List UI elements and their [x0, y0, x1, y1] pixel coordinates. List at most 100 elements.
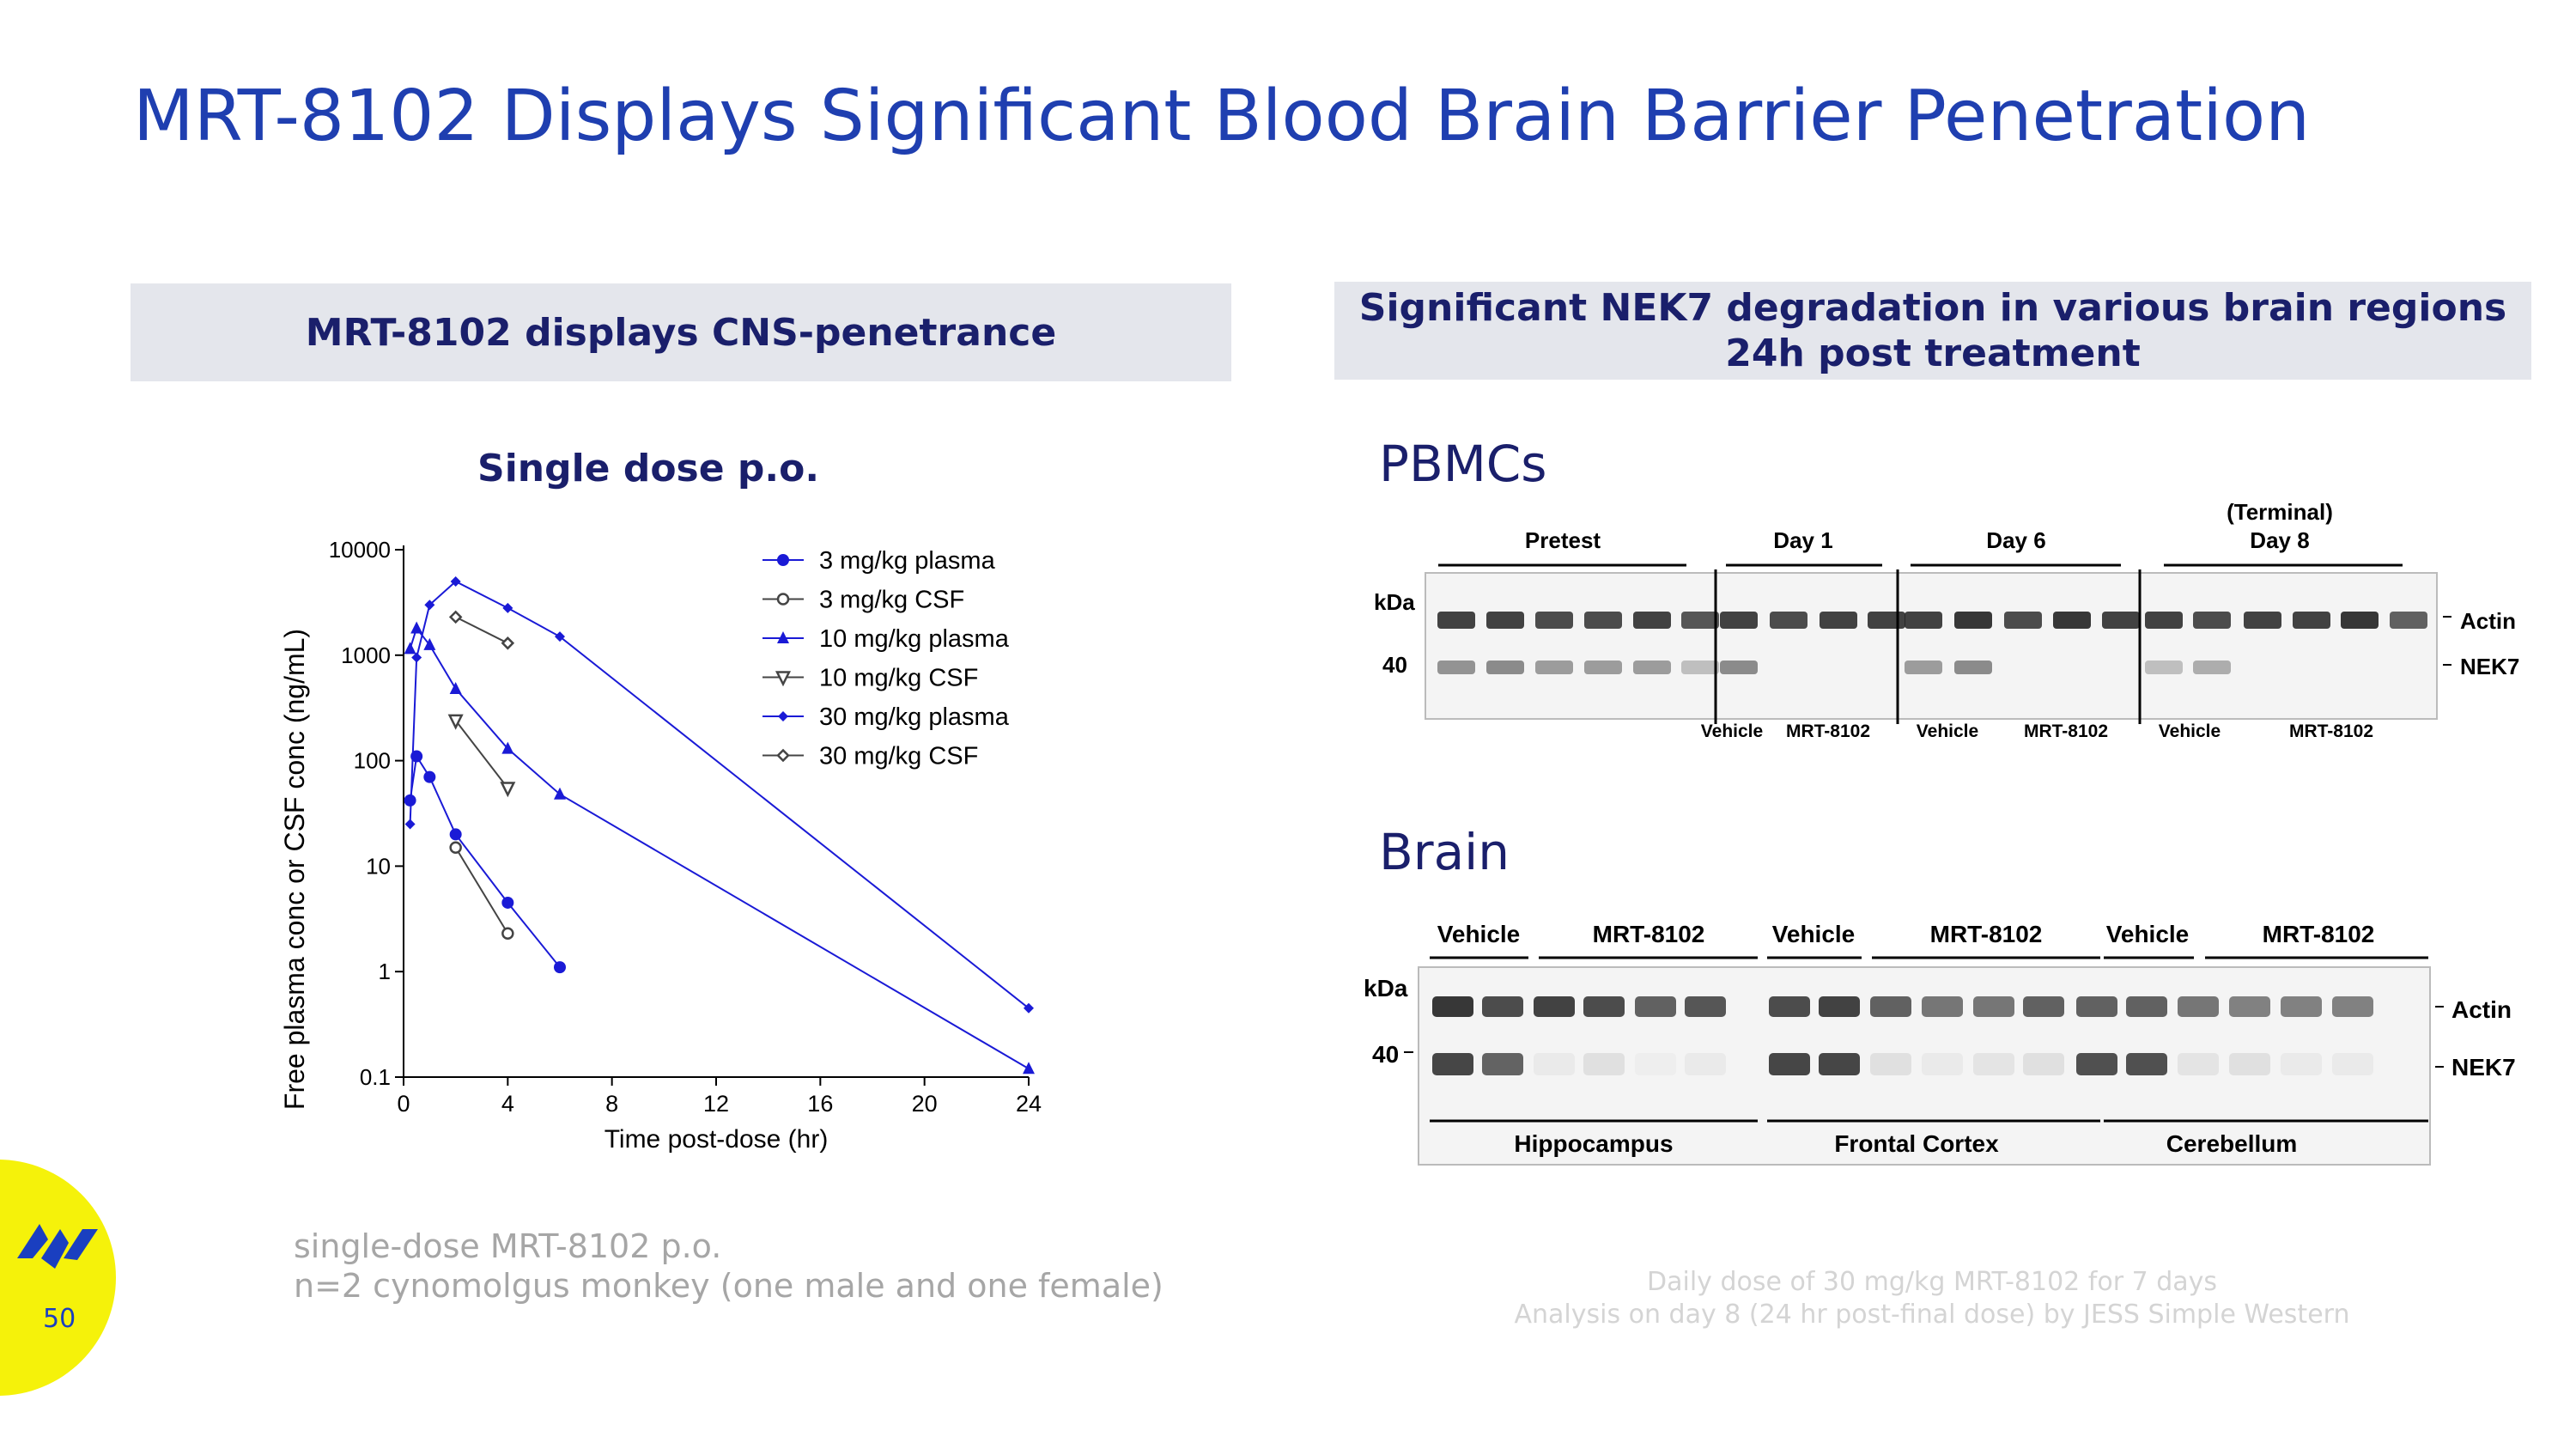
nek7-band — [2193, 661, 2231, 674]
right-note-line2: Analysis on day 8 (24 hr post-final dose… — [1514, 1300, 2350, 1330]
actin-band — [1819, 996, 1860, 1017]
data-point — [501, 896, 514, 909]
data-point — [449, 681, 462, 694]
pbmc-header-day6: Day 6 — [1986, 527, 2045, 553]
pbmc-treatment-label: MRT-8102 — [2024, 721, 2108, 741]
data-point — [450, 575, 461, 587]
pbmc-blot: Pretest Day 1 Day 6 (Terminal) Day 8 kDa… — [1374, 499, 2519, 741]
data-point — [777, 554, 789, 566]
data-point — [501, 741, 514, 754]
nek7-band — [1922, 1053, 1963, 1075]
pbmc-blot-frame — [1425, 572, 2438, 720]
x-axis-label: Time post-dose (hr) — [605, 1125, 829, 1154]
y-tick-label: 10 — [366, 853, 391, 879]
data-point — [501, 927, 514, 941]
actin-band — [2229, 996, 2270, 1017]
actin-band — [1685, 996, 1726, 1017]
actin-band — [1584, 612, 1622, 629]
actin-band — [1820, 612, 1857, 629]
series-line — [454, 720, 509, 789]
series-line — [455, 616, 508, 644]
legend-entry: 10 mg/kg CSF — [762, 665, 978, 692]
pbmc-treatment-label: MRT-8102 — [1786, 721, 1870, 741]
nek7-band — [1633, 661, 1671, 674]
data-point — [404, 642, 416, 654]
brain-header: Vehicle — [1437, 921, 1521, 947]
actin-band — [2293, 612, 2330, 629]
data-point — [778, 711, 788, 721]
series-line — [409, 626, 1030, 1070]
legend-label: 10 mg/kg plasma — [819, 625, 1010, 653]
nek7-band — [1534, 1053, 1575, 1075]
nek7-band — [1583, 1053, 1625, 1075]
brain-label-actin: Actin — [2451, 996, 2512, 1023]
actin-band — [1770, 612, 1807, 629]
series-line — [454, 847, 509, 935]
actin-band — [1535, 612, 1573, 629]
data-point — [555, 631, 565, 642]
actin-band — [1486, 612, 1524, 629]
x-tick-label: 16 — [807, 1091, 833, 1117]
actin-band — [1870, 996, 1911, 1017]
nek7-band — [1635, 1053, 1676, 1075]
series-line — [409, 753, 561, 968]
nek7-band — [1432, 1053, 1473, 1075]
series-30-mg-kg-csf — [448, 610, 515, 650]
actin-band — [2332, 996, 2373, 1017]
data-point — [448, 610, 463, 624]
left-note-line2: n=2 cynomolgus monkey (one male and one … — [294, 1267, 1163, 1305]
brain-regions: Hippocampus Frontal Cortex Cerebellum — [1430, 1119, 2428, 1157]
brain-title: Brain — [1379, 823, 1510, 881]
nek7-band — [2126, 1053, 2167, 1075]
pbmc-treatment-label: Vehicle — [1701, 721, 1763, 741]
page-number: 50 — [43, 1304, 76, 1334]
nek7-band — [1437, 661, 1475, 674]
pbmc-mw-marker: 40 — [1382, 652, 1407, 678]
page-title: MRT-8102 Displays Significant Blood Brai… — [133, 76, 2311, 157]
data-point — [1024, 1002, 1034, 1014]
actin-band — [1583, 996, 1625, 1017]
y-tick-label: 1 — [379, 959, 391, 984]
y-tick-label: 0.1 — [360, 1064, 391, 1090]
nek7-band — [2281, 1053, 2322, 1075]
data-point — [777, 631, 789, 643]
x-tick-label: 24 — [1016, 1091, 1042, 1117]
actin-band — [2126, 996, 2167, 1017]
series-3-mg-kg-plasma — [404, 750, 566, 974]
actin-band — [2193, 612, 2231, 629]
nek7-band — [1720, 661, 1758, 674]
legend-label: 3 mg/kg plasma — [819, 547, 996, 575]
left-notes: single-dose MRT-8102 p.o. n=2 cynomolgus… — [294, 1227, 1163, 1306]
nek7-band — [2145, 661, 2183, 674]
actin-band — [1973, 996, 2014, 1017]
data-point — [449, 828, 462, 841]
nek7-band — [1954, 661, 1992, 674]
data-point — [447, 714, 464, 730]
nek7-band — [1535, 661, 1573, 674]
y-axis-label: Free plasma conc or CSF conc (ng/mL) — [279, 629, 310, 1110]
right-section-banner: Significant NEK7 degradation in various … — [1334, 282, 2531, 380]
brain-header: MRT-8102 — [2263, 921, 2375, 947]
legend-entry: 3 mg/kg CSF — [762, 587, 964, 614]
nek7-band — [1486, 661, 1524, 674]
pbmc-header-day8: Day 8 — [2250, 527, 2309, 553]
actin-band — [1482, 996, 1523, 1017]
nek7-band — [2178, 1053, 2219, 1075]
actin-band — [1633, 612, 1671, 629]
legend-label: 30 mg/kg plasma — [819, 703, 1010, 731]
x-tick-label: 4 — [501, 1091, 514, 1117]
right-notes: Daily dose of 30 mg/kg MRT-8102 for 7 da… — [1460, 1266, 2404, 1331]
region-frontal-cortex: Frontal Cortex — [1834, 1130, 1999, 1157]
nek7-band — [1681, 661, 1719, 674]
y-tick-label: 10000 — [329, 537, 391, 563]
data-point — [1023, 1062, 1035, 1075]
pbmc-label-nek7: NEK7 — [2460, 654, 2519, 679]
x-tick-label: 20 — [912, 1091, 938, 1117]
data-point — [776, 593, 790, 606]
actin-band — [1905, 612, 1942, 629]
nek7-band — [1870, 1053, 1911, 1075]
pbmc-title: PBMCs — [1379, 435, 1547, 493]
actin-band — [1437, 612, 1475, 629]
pbmc-treatment-label: Vehicle — [2159, 721, 2221, 741]
left-note-line1: single-dose MRT-8102 p.o. — [294, 1227, 722, 1265]
